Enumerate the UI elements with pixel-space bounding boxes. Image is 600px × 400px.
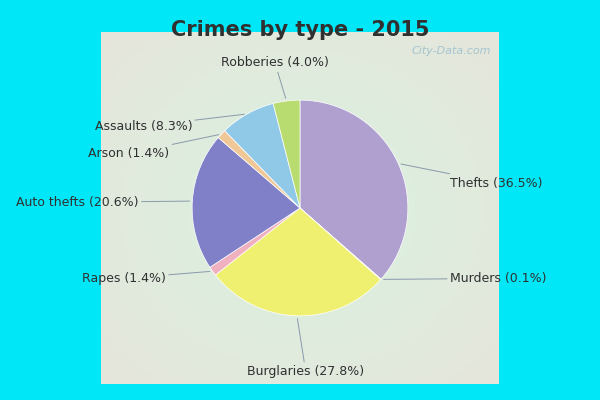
Wedge shape xyxy=(210,208,300,275)
Wedge shape xyxy=(273,100,300,208)
Wedge shape xyxy=(225,104,300,208)
Text: Assaults (8.3%): Assaults (8.3%) xyxy=(95,114,244,133)
Text: City-Data.com: City-Data.com xyxy=(411,46,491,56)
Text: Auto thefts (20.6%): Auto thefts (20.6%) xyxy=(16,196,190,209)
Wedge shape xyxy=(192,138,300,267)
Text: Burglaries (27.8%): Burglaries (27.8%) xyxy=(247,318,364,378)
Text: Arson (1.4%): Arson (1.4%) xyxy=(88,135,219,160)
Text: Robberies (4.0%): Robberies (4.0%) xyxy=(221,56,329,98)
Text: Rapes (1.4%): Rapes (1.4%) xyxy=(82,272,210,285)
Wedge shape xyxy=(300,100,408,279)
Text: Crimes by type - 2015: Crimes by type - 2015 xyxy=(171,20,429,40)
Text: Murders (0.1%): Murders (0.1%) xyxy=(383,272,547,285)
Text: Thefts (36.5%): Thefts (36.5%) xyxy=(401,164,542,190)
Wedge shape xyxy=(215,208,380,316)
Wedge shape xyxy=(300,208,381,280)
Wedge shape xyxy=(218,131,300,208)
